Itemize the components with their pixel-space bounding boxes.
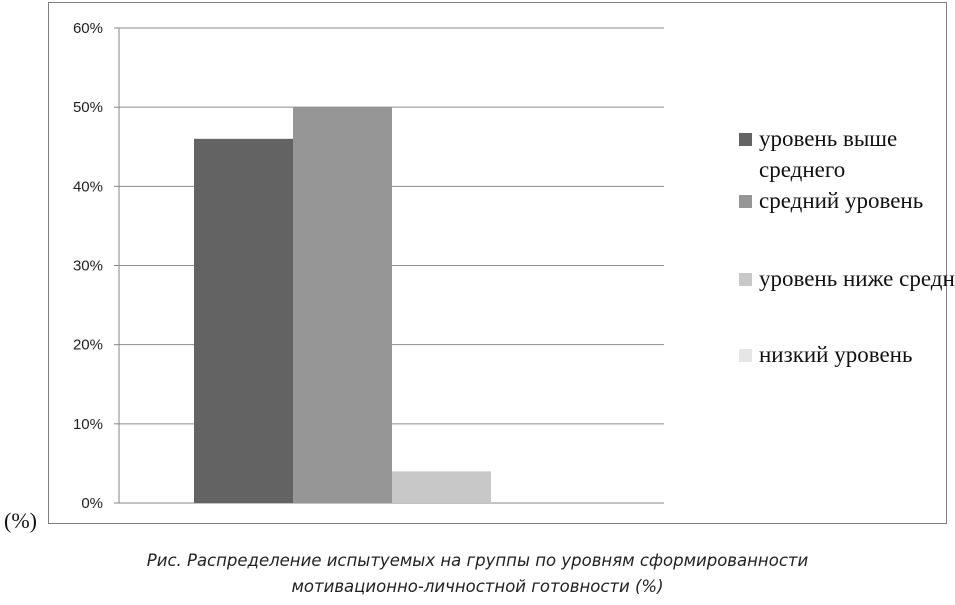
legend-label: уровень ниже среднего (759, 266, 955, 291)
bar-1 (293, 107, 392, 504)
y-tick-label: 10% (73, 416, 103, 433)
unit-label: (%) (4, 508, 37, 533)
legend-swatch (739, 133, 752, 146)
legend-item-above-average: уровень выше среднего (739, 123, 955, 185)
caption-line-1: Рис. Распределение испытуемых на группы … (146, 551, 809, 570)
legend-item-low: низкий уровень (739, 339, 955, 370)
y-tick-label: 20% (73, 337, 103, 354)
legend-label: уровень выше среднего (759, 126, 898, 182)
legend: уровень выше среднего средний уровень ур… (739, 123, 955, 370)
legend-label: низкий уровень (759, 342, 913, 367)
legend-swatch (739, 349, 752, 362)
bar-chart: 0% 10% 20% 30% 40% 50% 60% (73, 20, 664, 512)
figure-caption: Рис. Распределение испытуемых на группы … (0, 548, 955, 600)
bar-0 (194, 138, 293, 504)
legend-item-below-average: уровень ниже среднего (739, 263, 955, 339)
y-tick-label: 40% (73, 178, 103, 195)
legend-label: средний уровень (759, 188, 924, 213)
legend-item-average: средний уровень (739, 185, 955, 263)
bar-2 (392, 471, 491, 503)
legend-swatch (739, 273, 752, 286)
legend-swatch (739, 195, 752, 208)
caption-line-2: мотивационно-личностной готовности (%) (291, 577, 664, 596)
y-tick-label: 0% (81, 495, 103, 512)
y-tick-label: 30% (73, 258, 103, 275)
chart-frame: 0% 10% 20% 30% 40% 50% 60% уровень выше средне… (48, 2, 955, 524)
y-tick-label: 50% (73, 99, 103, 116)
y-tick-label: 60% (73, 20, 103, 37)
